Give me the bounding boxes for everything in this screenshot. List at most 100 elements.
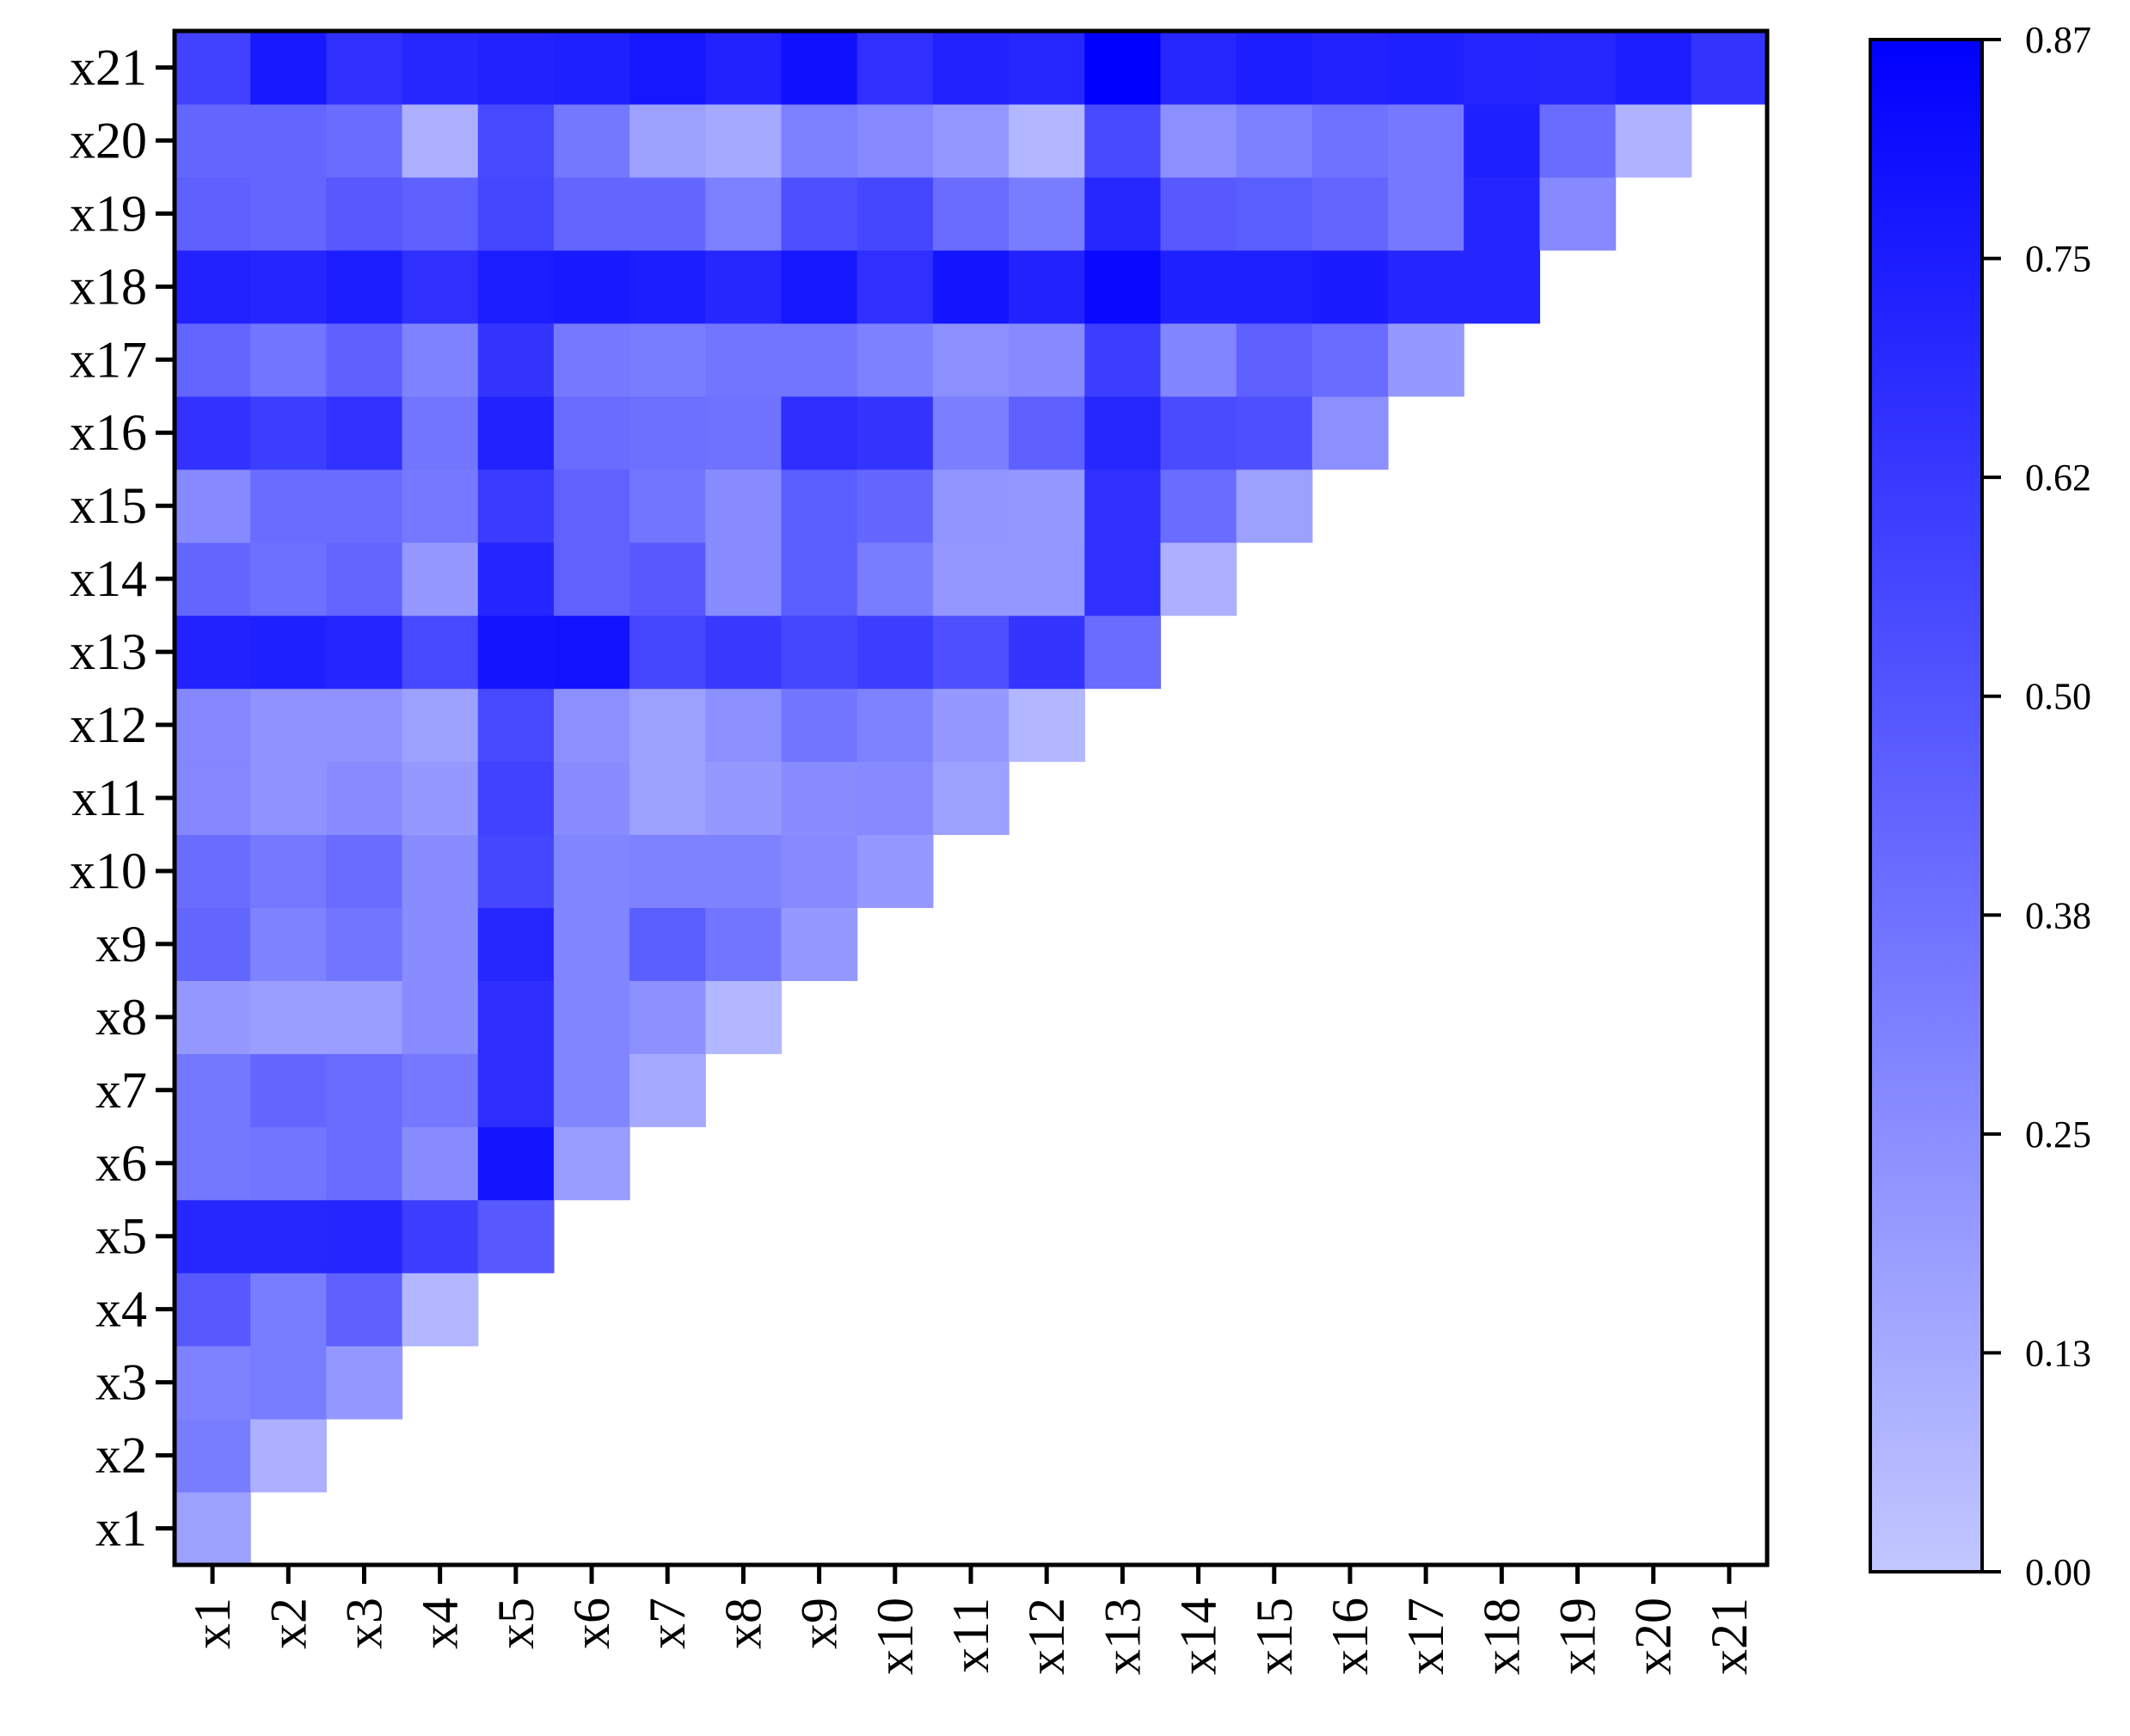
heatmap-cell-x7-x13 [629, 615, 706, 690]
x-tick-label-x12: x12 [1018, 1598, 1075, 1675]
heatmap-cell-x19-x21 [1539, 31, 1617, 105]
heatmap-cell-x14-x21 [1160, 31, 1237, 105]
x-axis: x1 x2 x3 x4 x5 x6 x7 x8 x9 x10 x11 x12 x13 x14 x15 x16 x… [184, 1565, 1758, 1675]
x-tick-label-x2: x2 [260, 1598, 316, 1649]
heatmap-cell-x3-x10 [326, 834, 403, 909]
heatmap-cell-x1-x3 [175, 1346, 251, 1420]
heatmap-cell-x2-x19 [250, 176, 327, 251]
y-tick-label-x8: x8 [95, 989, 147, 1046]
heatmap-cell-x1-x19 [175, 176, 251, 251]
heatmap-cell-x4-x13 [402, 615, 479, 690]
colorbar-tick-label-0.50: 0.50 [2025, 676, 2091, 718]
heatmap-cell-x3-x21 [326, 31, 403, 105]
y-tick-label-x17: x17 [70, 331, 147, 388]
heatmap-cell-x6-x16 [553, 396, 630, 470]
heatmap-cell-x10-x11 [856, 761, 934, 836]
y-tick-label-x10: x10 [70, 843, 147, 899]
heatmap-cell-x8-x19 [705, 176, 783, 251]
heatmap-cell-x14-x16 [1160, 396, 1237, 470]
heatmap-cell-x1-x13 [175, 615, 251, 690]
heatmap-cell-x8-x16 [705, 396, 783, 470]
heatmap-cell-x10-x12 [856, 688, 934, 763]
heatmap-cell-x8-x8 [705, 980, 783, 1054]
heatmap-cell-x16-x16 [1311, 396, 1389, 470]
heatmap-cell-x2-x2 [250, 1419, 327, 1493]
heatmap-cell-x8-x9 [705, 907, 783, 981]
heatmap-cell-x13-x17 [1084, 322, 1162, 397]
heatmap-cell-x4-x5 [402, 1199, 479, 1273]
heatmap-cell-x16-x19 [1311, 176, 1389, 251]
heatmap-cell-x5-x6 [477, 1126, 555, 1200]
heatmap-cell-x9-x16 [781, 396, 858, 470]
heatmap-cell-x2-x21 [250, 31, 327, 105]
heatmap-cell-x1-x17 [175, 322, 251, 397]
heatmap-cell-x13-x18 [1084, 249, 1162, 324]
heatmap-cell-x6-x20 [553, 103, 630, 178]
heatmap-cell-x7-x17 [629, 322, 706, 397]
heatmap-cell-x5-x13 [477, 615, 555, 690]
heatmap-cell-x3-x11 [326, 761, 403, 836]
colorbar-tick-label-0.62: 0.62 [2025, 457, 2091, 499]
heatmap-cell-x10-x16 [856, 396, 934, 470]
heatmap-cell-x6-x10 [553, 834, 630, 909]
heatmap-cell-x6-x18 [553, 249, 630, 324]
heatmap-cell-x1-x18 [175, 249, 251, 324]
heatmap-cell-x13-x16 [1084, 396, 1162, 470]
heatmap-cell-x11-x18 [932, 249, 1010, 324]
heatmap-cell-x13-x14 [1084, 542, 1162, 616]
heatmap-cell-x3-x16 [326, 396, 403, 470]
heatmap-cell-x1-x6 [175, 1126, 251, 1200]
colorbar-tick-label-0.25: 0.25 [2025, 1113, 2091, 1156]
heatmap-cell-x9-x21 [781, 31, 858, 105]
heatmap-cell-x4-x16 [402, 396, 479, 470]
heatmap-cell-x3-x3 [326, 1346, 403, 1420]
heatmap-cell-x8-x14 [705, 542, 783, 616]
heatmap-cell-x6-x12 [553, 688, 630, 763]
heatmap-cell-x4-x17 [402, 322, 479, 397]
x-tick-label-x11: x11 [942, 1598, 999, 1673]
colorbar-tick-label-0.75: 0.75 [2025, 238, 2091, 280]
heatmap-cell-x9-x19 [781, 176, 858, 251]
heatmap-cell-x15-x19 [1236, 176, 1313, 251]
heatmap-cell-x3-x12 [326, 688, 403, 763]
x-tick-label-x4: x4 [412, 1598, 469, 1649]
heatmap-cell-x15-x20 [1236, 103, 1313, 178]
heatmap-cell-x1-x20 [175, 103, 251, 178]
colorbar: 0.00 0.13 0.25 0.38 0.50 0.62 0.75 0.87 [1869, 19, 2091, 1593]
heatmap-cell-x4-x12 [402, 688, 479, 763]
heatmap-cell-x1-x16 [175, 396, 251, 470]
heatmap-cell-x7-x7 [629, 1053, 706, 1127]
y-tick-label-x18: x18 [70, 258, 147, 315]
heatmap-cell-x13-x19 [1084, 176, 1162, 251]
heatmap-cell-x4-x6 [402, 1126, 479, 1200]
heatmap-cell-x21-x21 [1691, 31, 1768, 105]
y-tick-label-x21: x21 [70, 39, 147, 95]
heatmap-cells [175, 31, 1768, 1566]
heatmap-cell-x5-x16 [477, 396, 555, 470]
heatmap-cell-x10-x14 [856, 542, 934, 616]
heatmap-cell-x4-x21 [402, 31, 479, 105]
y-tick-label-x16: x16 [70, 404, 147, 461]
heatmap-cell-x7-x15 [629, 469, 706, 543]
heatmap-cell-x7-x21 [629, 31, 706, 105]
y-tick-label-x5: x5 [95, 1208, 147, 1265]
heatmap-cell-x5-x11 [477, 761, 555, 836]
heatmap-cell-x2-x15 [250, 469, 327, 543]
heatmap-cell-x5-x21 [477, 31, 555, 105]
colorbar-tick-label-0.87: 0.87 [2025, 19, 2091, 61]
heatmap-cell-x2-x3 [250, 1346, 327, 1420]
heatmap-cell-x10-x18 [856, 249, 934, 324]
heatmap-cell-x3-x6 [326, 1126, 403, 1200]
heatmap-cell-x1-x15 [175, 469, 251, 543]
heatmap-cell-x11-x13 [932, 615, 1010, 690]
colorbar-tick-label-0.00: 0.00 [2025, 1551, 2091, 1593]
heatmap-cell-x13-x13 [1084, 615, 1162, 690]
heatmap-cell-x5-x9 [477, 907, 555, 981]
heatmap-cell-x5-x12 [477, 688, 555, 763]
heatmap-cell-x16-x21 [1311, 31, 1389, 105]
heatmap-cell-x13-x20 [1084, 103, 1162, 178]
heatmap-cell-x11-x15 [932, 469, 1010, 543]
heatmap-cell-x1-x7 [175, 1053, 251, 1127]
heatmap-cell-x17-x18 [1388, 249, 1464, 324]
